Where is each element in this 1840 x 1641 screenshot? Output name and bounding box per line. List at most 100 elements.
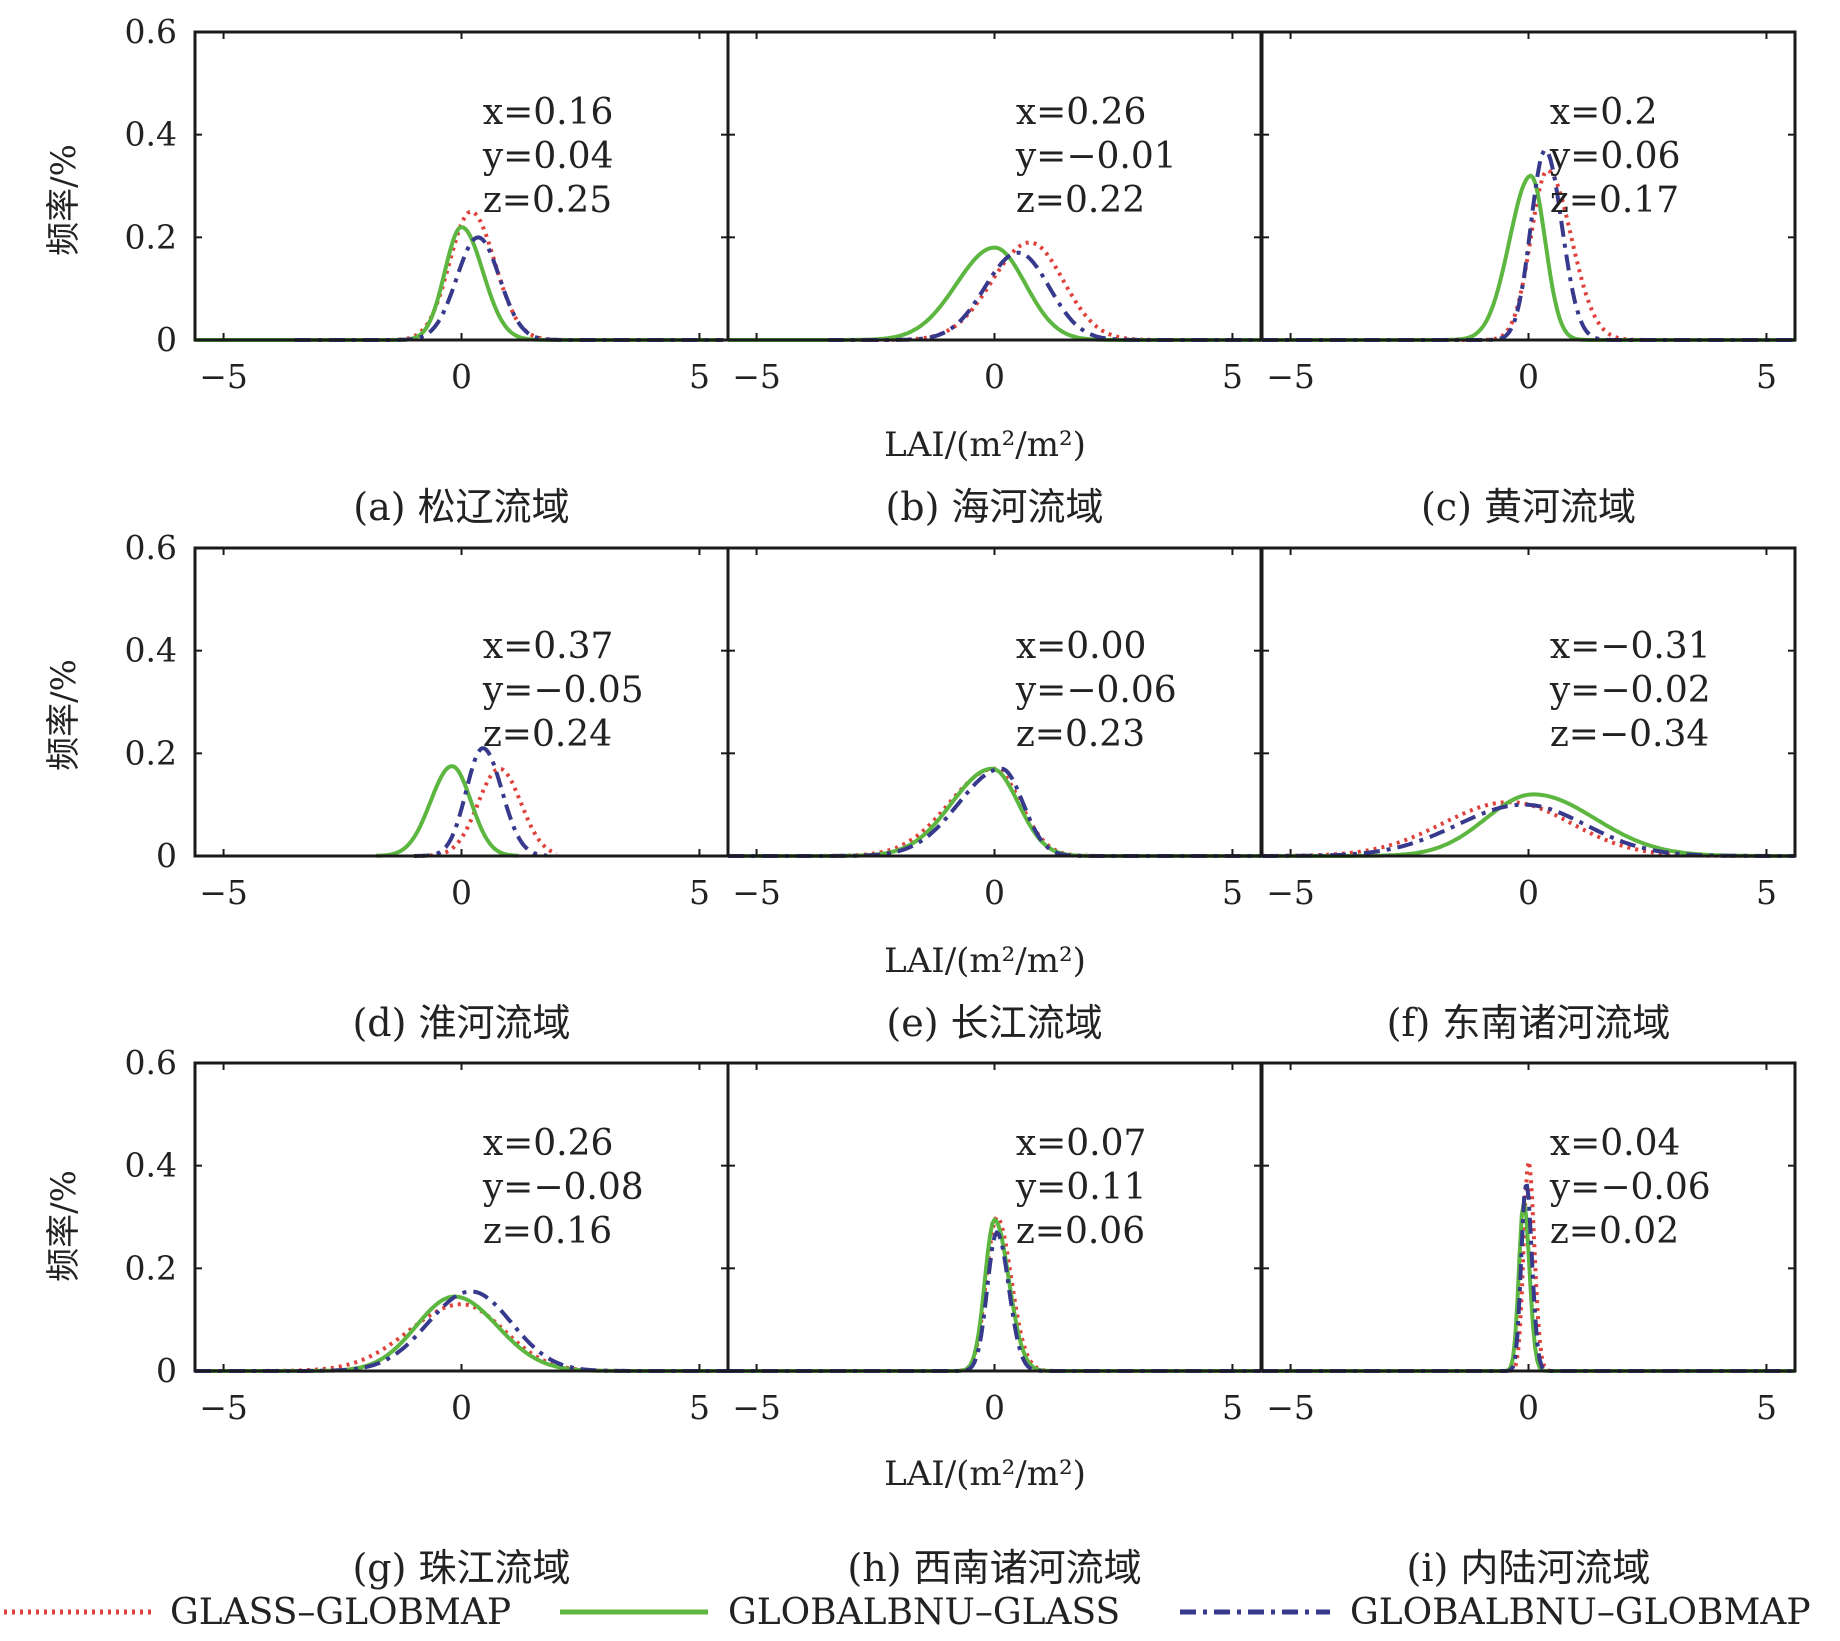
panel-caption: (i) 内陆河流域 <box>1407 1546 1651 1590</box>
series-line <box>195 225 724 342</box>
y-tick-label: 0 <box>156 1351 177 1390</box>
stat-annotation: x=0.07 <box>1016 1123 1147 1164</box>
panel-caption: (a) 松辽流域 <box>353 485 569 529</box>
series-line <box>728 1230 1261 1373</box>
stat-annotation: x=−0.31 <box>1550 626 1711 667</box>
panel: −5 0 5 x=−0.31y=−0.02z=−0.34 (f) 东南诸河流域 <box>1260 546 1797 1045</box>
stat-annotation: z=−0.34 <box>1550 714 1709 755</box>
stat-annotation: y=−0.01 <box>1015 136 1177 177</box>
series-line <box>1262 802 1795 858</box>
y-tick-label: 0 <box>156 836 177 875</box>
legend-label-globalbnu-glass: GLOBALBNU–GLASS <box>728 1592 1120 1633</box>
x-tick-label: 5 <box>1222 1388 1243 1427</box>
stat-annotation: x=0.26 <box>1016 92 1147 133</box>
x-tick-label: 0 <box>984 1388 1005 1427</box>
x-tick-label: −5 <box>732 1388 781 1427</box>
y-axis-label: 频率/% <box>44 144 84 256</box>
y-tick-label: 0 <box>156 320 177 359</box>
stat-annotation: x=0.00 <box>1016 626 1147 667</box>
y-axis-label: 频率/% <box>44 1170 84 1282</box>
legend-label-glass-globmap: GLASS–GLOBMAP <box>170 1592 511 1633</box>
series-line <box>195 1294 728 1373</box>
y-tick-label: 0.6 <box>125 1043 177 1082</box>
stat-annotation: z=0.06 <box>1016 1211 1145 1252</box>
x-axis-label: LAI/(m²/m²) <box>884 1454 1086 1494</box>
x-tick-label: 0 <box>451 357 472 396</box>
panels: 0 0.2 0.4 0.6 −5 0 5 x=0.16y=0.04z=0.25 (a) 松辽流域… <box>125 12 1797 1590</box>
series-line <box>294 235 724 342</box>
x-tick-label: 0 <box>1518 873 1539 912</box>
x-axis-label: LAI/(m²/m²) <box>884 425 1086 465</box>
y-tick-label: 0.2 <box>125 217 177 256</box>
stat-annotation: y=−0.06 <box>1549 1167 1711 1208</box>
series-line <box>195 1289 728 1373</box>
stat-annotation: z=0.22 <box>1016 180 1145 221</box>
plot-frame <box>1260 1061 1797 1373</box>
stat-annotation: x=0.2 <box>1550 92 1658 133</box>
x-tick-label: 0 <box>451 1388 472 1427</box>
stat-annotation: x=0.37 <box>483 626 614 667</box>
series-line <box>728 1217 1261 1373</box>
stat-annotation: z=0.24 <box>483 714 612 755</box>
x-tick-label: −5 <box>199 873 248 912</box>
series-line <box>374 764 520 858</box>
legend: GLASS–GLOBMAP GLOBALBNU–GLASS GLOBALBNU–… <box>4 1592 1811 1633</box>
stat-annotation: y=0.06 <box>1549 136 1681 177</box>
series-line <box>728 766 1261 858</box>
stat-annotation: z=0.17 <box>1550 180 1679 221</box>
stat-annotation: y=−0.05 <box>482 670 644 711</box>
y-tick-label: 0.2 <box>125 1248 177 1287</box>
panel: 0 0.2 0.4 0.6 −5 0 5 x=0.16y=0.04z=0.25 (a) 松辽流域 <box>125 12 730 529</box>
x-tick-label: −5 <box>199 357 248 396</box>
series-line <box>728 766 1261 858</box>
series-line <box>294 209 724 342</box>
plot-frame <box>1260 30 1797 342</box>
x-tick-label: 0 <box>984 357 1005 396</box>
y-tick-label: 0.4 <box>125 631 177 670</box>
stat-annotation: y=−0.02 <box>1549 670 1711 711</box>
x-tick-label: 5 <box>1756 873 1777 912</box>
x-tick-label: −5 <box>732 357 781 396</box>
x-tick-label: −5 <box>1266 873 1315 912</box>
series-line <box>195 1302 728 1373</box>
y-tick-label: 0.2 <box>125 733 177 772</box>
x-tick-label: 5 <box>689 1388 710 1427</box>
stat-annotation: z=0.23 <box>1016 714 1145 755</box>
x-tick-label: 0 <box>1518 357 1539 396</box>
plot-frame <box>193 30 730 342</box>
stat-annotation: y=−0.08 <box>482 1167 644 1208</box>
panel-caption: (b) 海河流域 <box>885 485 1103 529</box>
x-tick-label: 5 <box>1222 357 1243 396</box>
x-tick-label: −5 <box>199 1388 248 1427</box>
y-tick-label: 0.4 <box>125 1146 177 1185</box>
series-line <box>412 766 559 858</box>
y-axis-label: 频率/% <box>44 659 84 771</box>
panel: −5 0 5 x=0.2y=0.06z=0.17 (c) 黄河流域 <box>1260 30 1797 529</box>
panel-caption: (c) 黄河流域 <box>1421 485 1636 529</box>
panel-caption: (h) 西南诸河流域 <box>847 1546 1141 1590</box>
x-tick-label: 0 <box>451 873 472 912</box>
series-line <box>728 245 1261 342</box>
x-tick-label: 0 <box>1518 1388 1539 1427</box>
plot-frame <box>726 30 1263 342</box>
stat-annotation: z=0.25 <box>483 180 612 221</box>
x-tick-label: −5 <box>1266 357 1315 396</box>
stat-annotation: x=0.16 <box>483 92 614 133</box>
panel: 0 0.2 0.4 0.6 −5 0 5 x=0.26y=−0.08z=0.16 (g) 珠江流… <box>125 1043 730 1590</box>
y-tick-label: 0.4 <box>125 115 177 154</box>
x-axis-label: LAI/(m²/m²) <box>884 941 1086 981</box>
legend-label-globalbnu-globmap: GLOBALBNU–GLOBMAP <box>1350 1592 1811 1633</box>
series-line <box>1262 800 1795 858</box>
panel-caption: (g) 珠江流域 <box>352 1546 570 1590</box>
x-tick-label: −5 <box>732 873 781 912</box>
x-tick-label: 5 <box>689 873 710 912</box>
panel: −5 0 5 x=0.04y=−0.06z=0.02 (i) 内陆河流域 <box>1260 1061 1797 1590</box>
stat-annotation: z=0.16 <box>483 1211 612 1252</box>
series-line <box>1262 173 1795 342</box>
panel: −5 0 5 x=0.07y=0.11z=0.06 (h) 西南诸河流域 <box>726 1061 1263 1590</box>
panel-caption: (e) 长江流域 <box>886 1001 1102 1045</box>
plot-frame <box>1260 546 1797 858</box>
x-tick-label: 5 <box>689 357 710 396</box>
stat-annotation: x=0.04 <box>1550 1123 1681 1164</box>
